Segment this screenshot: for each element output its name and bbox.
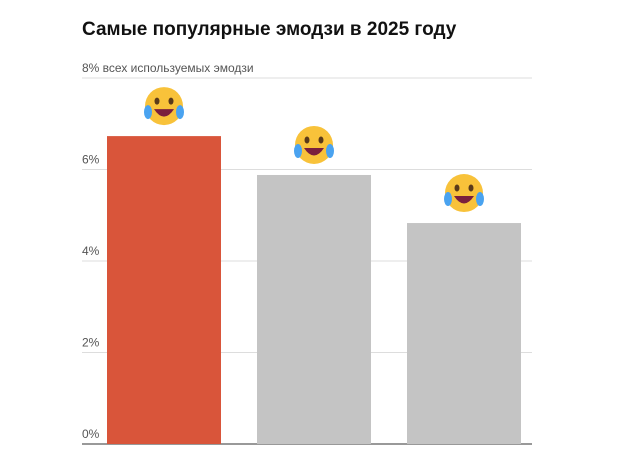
emoji-face bbox=[445, 174, 483, 213]
emoji-tear bbox=[294, 143, 302, 158]
emoji-face bbox=[295, 125, 333, 164]
emoji-eye bbox=[304, 136, 310, 144]
emoji-icon bbox=[144, 87, 184, 126]
y-tick-label: 2% bbox=[82, 336, 100, 350]
emoji-icon bbox=[444, 174, 484, 213]
bar bbox=[107, 136, 221, 445]
y-tick-label: 6% bbox=[82, 153, 100, 167]
emoji-eye bbox=[454, 184, 460, 192]
emoji-eye bbox=[154, 97, 160, 105]
emoji-mouth bbox=[454, 196, 474, 204]
emoji-eye bbox=[468, 184, 474, 192]
bar bbox=[407, 223, 521, 444]
emoji-mouth bbox=[304, 147, 324, 156]
emoji-tear bbox=[176, 105, 184, 120]
y-tick-label: 4% bbox=[82, 244, 100, 258]
chart-title: Самые популярные эмодзи в 2025 году bbox=[82, 19, 457, 40]
emoji-icon bbox=[294, 125, 334, 164]
emoji-tear bbox=[144, 105, 152, 120]
emoji-mouth bbox=[154, 109, 174, 117]
bar bbox=[257, 174, 371, 445]
y-tick-label: 0% bbox=[82, 427, 100, 441]
emoji-tear bbox=[444, 192, 452, 207]
emoji-tear bbox=[476, 192, 484, 207]
emoji-eye bbox=[168, 97, 174, 105]
emoji-face bbox=[145, 87, 183, 126]
emoji-eye bbox=[318, 136, 324, 144]
emoji-tear bbox=[326, 143, 334, 158]
y-tick-label: 8% всех используемых эмодзи bbox=[82, 61, 254, 75]
